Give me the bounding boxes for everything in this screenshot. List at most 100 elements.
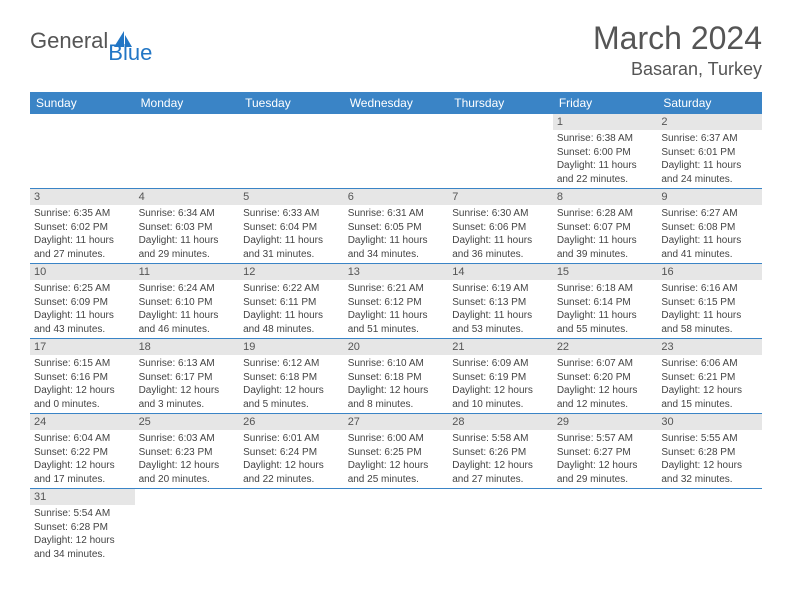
day-info: Sunrise: 5:55 AMSunset: 6:28 PMDaylight:… [657, 430, 762, 488]
calendar-cell: 20Sunrise: 6:10 AMSunset: 6:18 PMDayligh… [344, 339, 449, 414]
day-number: 4 [135, 189, 240, 205]
calendar-cell [448, 489, 553, 564]
calendar-cell [344, 489, 449, 564]
calendar-cell: 26Sunrise: 6:01 AMSunset: 6:24 PMDayligh… [239, 414, 344, 489]
day-info: Sunrise: 6:27 AMSunset: 6:08 PMDaylight:… [657, 205, 762, 263]
day-number: 19 [239, 339, 344, 355]
day-number: 5 [239, 189, 344, 205]
day-info: Sunrise: 6:15 AMSunset: 6:16 PMDaylight:… [30, 355, 135, 413]
day-number: 12 [239, 264, 344, 280]
day-number: 18 [135, 339, 240, 355]
day-info: Sunrise: 5:58 AMSunset: 6:26 PMDaylight:… [448, 430, 553, 488]
calendar-cell: 27Sunrise: 6:00 AMSunset: 6:25 PMDayligh… [344, 414, 449, 489]
page-title: March 2024 [593, 20, 762, 57]
calendar-cell [135, 489, 240, 564]
calendar-cell: 28Sunrise: 5:58 AMSunset: 6:26 PMDayligh… [448, 414, 553, 489]
calendar-row: 17Sunrise: 6:15 AMSunset: 6:16 PMDayligh… [30, 339, 762, 414]
day-number: 10 [30, 264, 135, 280]
calendar-cell: 21Sunrise: 6:09 AMSunset: 6:19 PMDayligh… [448, 339, 553, 414]
day-number: 17 [30, 339, 135, 355]
day-info: Sunrise: 6:31 AMSunset: 6:05 PMDaylight:… [344, 205, 449, 263]
day-info: Sunrise: 6:10 AMSunset: 6:18 PMDaylight:… [344, 355, 449, 413]
calendar-cell: 8Sunrise: 6:28 AMSunset: 6:07 PMDaylight… [553, 189, 658, 264]
calendar-cell: 3Sunrise: 6:35 AMSunset: 6:02 PMDaylight… [30, 189, 135, 264]
weekday-header: Saturday [657, 92, 762, 114]
header: General Blue March 2024 Basaran, Turkey [30, 20, 762, 80]
day-info: Sunrise: 6:13 AMSunset: 6:17 PMDaylight:… [135, 355, 240, 413]
calendar-body: 1Sunrise: 6:38 AMSunset: 6:00 PMDaylight… [30, 114, 762, 563]
calendar-cell: 1Sunrise: 6:38 AMSunset: 6:00 PMDaylight… [553, 114, 658, 189]
calendar-cell: 17Sunrise: 6:15 AMSunset: 6:16 PMDayligh… [30, 339, 135, 414]
day-info: Sunrise: 6:35 AMSunset: 6:02 PMDaylight:… [30, 205, 135, 263]
day-number: 21 [448, 339, 553, 355]
weekday-header: Tuesday [239, 92, 344, 114]
day-info: Sunrise: 6:33 AMSunset: 6:04 PMDaylight:… [239, 205, 344, 263]
calendar-row: 24Sunrise: 6:04 AMSunset: 6:22 PMDayligh… [30, 414, 762, 489]
day-number: 13 [344, 264, 449, 280]
day-info: Sunrise: 6:21 AMSunset: 6:12 PMDaylight:… [344, 280, 449, 338]
day-number: 11 [135, 264, 240, 280]
day-number: 6 [344, 189, 449, 205]
day-number: 30 [657, 414, 762, 430]
calendar-cell: 25Sunrise: 6:03 AMSunset: 6:23 PMDayligh… [135, 414, 240, 489]
day-info: Sunrise: 6:30 AMSunset: 6:06 PMDaylight:… [448, 205, 553, 263]
logo-text-general: General [30, 28, 108, 54]
day-info: Sunrise: 6:09 AMSunset: 6:19 PMDaylight:… [448, 355, 553, 413]
day-info: Sunrise: 6:06 AMSunset: 6:21 PMDaylight:… [657, 355, 762, 413]
calendar-cell: 15Sunrise: 6:18 AMSunset: 6:14 PMDayligh… [553, 264, 658, 339]
day-number: 25 [135, 414, 240, 430]
calendar-cell [239, 114, 344, 189]
calendar-cell: 12Sunrise: 6:22 AMSunset: 6:11 PMDayligh… [239, 264, 344, 339]
calendar-cell: 6Sunrise: 6:31 AMSunset: 6:05 PMDaylight… [344, 189, 449, 264]
day-info: Sunrise: 6:00 AMSunset: 6:25 PMDaylight:… [344, 430, 449, 488]
day-info: Sunrise: 5:57 AMSunset: 6:27 PMDaylight:… [553, 430, 658, 488]
day-number: 26 [239, 414, 344, 430]
calendar-cell: 13Sunrise: 6:21 AMSunset: 6:12 PMDayligh… [344, 264, 449, 339]
calendar-cell: 18Sunrise: 6:13 AMSunset: 6:17 PMDayligh… [135, 339, 240, 414]
calendar-cell: 4Sunrise: 6:34 AMSunset: 6:03 PMDaylight… [135, 189, 240, 264]
day-number: 1 [553, 114, 658, 130]
day-info: Sunrise: 6:34 AMSunset: 6:03 PMDaylight:… [135, 205, 240, 263]
day-number: 20 [344, 339, 449, 355]
calendar-cell: 24Sunrise: 6:04 AMSunset: 6:22 PMDayligh… [30, 414, 135, 489]
day-number: 29 [553, 414, 658, 430]
day-info: Sunrise: 6:01 AMSunset: 6:24 PMDaylight:… [239, 430, 344, 488]
day-info: Sunrise: 6:16 AMSunset: 6:15 PMDaylight:… [657, 280, 762, 338]
day-info: Sunrise: 6:12 AMSunset: 6:18 PMDaylight:… [239, 355, 344, 413]
day-info: Sunrise: 6:24 AMSunset: 6:10 PMDaylight:… [135, 280, 240, 338]
day-info: Sunrise: 6:22 AMSunset: 6:11 PMDaylight:… [239, 280, 344, 338]
day-number: 22 [553, 339, 658, 355]
calendar-cell: 30Sunrise: 5:55 AMSunset: 6:28 PMDayligh… [657, 414, 762, 489]
calendar-cell: 29Sunrise: 5:57 AMSunset: 6:27 PMDayligh… [553, 414, 658, 489]
calendar-row: 3Sunrise: 6:35 AMSunset: 6:02 PMDaylight… [30, 189, 762, 264]
weekday-header-row: Sunday Monday Tuesday Wednesday Thursday… [30, 92, 762, 114]
day-info: Sunrise: 5:54 AMSunset: 6:28 PMDaylight:… [30, 505, 135, 563]
logo: General Blue [30, 28, 182, 54]
calendar-cell [239, 489, 344, 564]
day-info: Sunrise: 6:07 AMSunset: 6:20 PMDaylight:… [553, 355, 658, 413]
day-number: 15 [553, 264, 658, 280]
calendar-cell: 22Sunrise: 6:07 AMSunset: 6:20 PMDayligh… [553, 339, 658, 414]
day-number: 9 [657, 189, 762, 205]
day-number: 8 [553, 189, 658, 205]
calendar-cell: 31Sunrise: 5:54 AMSunset: 6:28 PMDayligh… [30, 489, 135, 564]
calendar-cell: 19Sunrise: 6:12 AMSunset: 6:18 PMDayligh… [239, 339, 344, 414]
logo-text-blue: Blue [108, 40, 152, 66]
day-number: 7 [448, 189, 553, 205]
calendar-cell: 7Sunrise: 6:30 AMSunset: 6:06 PMDaylight… [448, 189, 553, 264]
calendar-cell [657, 489, 762, 564]
calendar-cell [344, 114, 449, 189]
calendar-cell: 11Sunrise: 6:24 AMSunset: 6:10 PMDayligh… [135, 264, 240, 339]
day-info: Sunrise: 6:18 AMSunset: 6:14 PMDaylight:… [553, 280, 658, 338]
calendar-cell [135, 114, 240, 189]
day-number: 31 [30, 489, 135, 505]
calendar-cell [553, 489, 658, 564]
weekday-header: Sunday [30, 92, 135, 114]
calendar-cell: 10Sunrise: 6:25 AMSunset: 6:09 PMDayligh… [30, 264, 135, 339]
day-info: Sunrise: 6:19 AMSunset: 6:13 PMDaylight:… [448, 280, 553, 338]
day-number: 14 [448, 264, 553, 280]
day-number: 2 [657, 114, 762, 130]
title-block: March 2024 Basaran, Turkey [593, 20, 762, 80]
day-info: Sunrise: 6:28 AMSunset: 6:07 PMDaylight:… [553, 205, 658, 263]
calendar-cell [448, 114, 553, 189]
